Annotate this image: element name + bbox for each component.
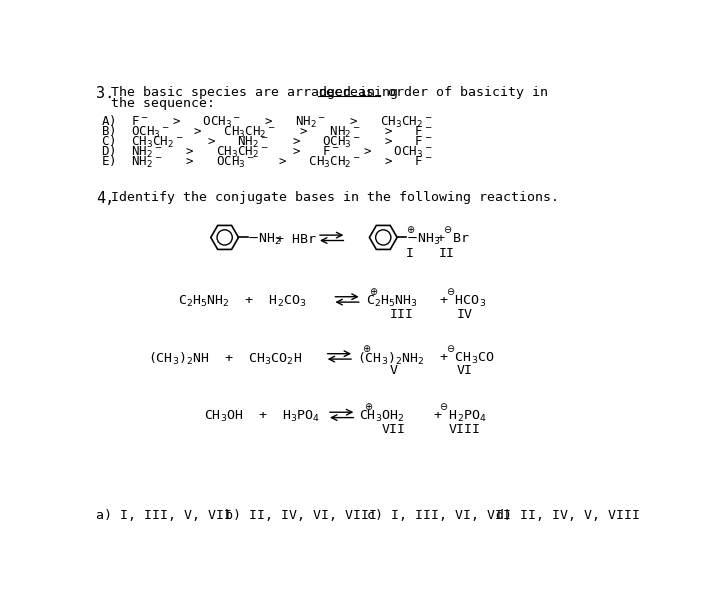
Text: b) II, IV, VI, VIII: b) II, IV, VI, VIII — [225, 509, 376, 522]
Text: The basic species are arranged in: The basic species are arranged in — [111, 86, 384, 99]
Text: II: II — [439, 247, 455, 261]
Text: I: I — [406, 247, 415, 261]
Text: (CH$_3$)$_2$NH  +  CH$_3$CO$_2$H: (CH$_3$)$_2$NH + CH$_3$CO$_2$H — [147, 350, 302, 367]
Text: $\oplus$: $\oplus$ — [369, 286, 379, 297]
Text: 4,: 4, — [96, 191, 114, 206]
Text: Identify the conjugate bases in the following reactions.: Identify the conjugate bases in the foll… — [111, 191, 560, 204]
Text: C$_2$H$_5$NH$_2$  +  H$_2$CO$_3$: C$_2$H$_5$NH$_2$ + H$_2$CO$_3$ — [178, 294, 307, 308]
Text: + HBr: + HBr — [276, 233, 317, 246]
Text: + H$_2$PO$_4$: + H$_2$PO$_4$ — [433, 409, 486, 424]
Text: A)  F$^-$   >   OCH$_3$$^-$   >   NH$_2$$^-$   >   CH$_3$CH$_2$$^-$: A) F$^-$ > OCH$_3$$^-$ > NH$_2$$^-$ > CH… — [102, 114, 433, 131]
Text: VII: VII — [382, 423, 406, 436]
Text: decreasing: decreasing — [318, 86, 398, 99]
Text: order of basicity in: order of basicity in — [380, 86, 548, 99]
Text: C)  CH$_3$CH$_2$$^-$   >   NH$_2$$^-$   >   OCH$_3$$^-$   >   F$^-$: C) CH$_3$CH$_2$$^-$ > NH$_2$$^-$ > OCH$_… — [102, 134, 433, 150]
Text: E)  NH$_2$$^-$   >   OCH$_3$$^-$   >   CH$_3$CH$_2$$^-$   >   F$^-$: E) NH$_2$$^-$ > OCH$_3$$^-$ > CH$_3$CH$_… — [102, 155, 433, 170]
Text: d) II, IV, V, VIII: d) II, IV, V, VIII — [496, 509, 639, 522]
Text: IV: IV — [457, 307, 473, 320]
Text: CH$_3$OH$_2$: CH$_3$OH$_2$ — [360, 409, 405, 424]
Text: B)  OCH$_3$$^-$   >   CH$_3$CH$_2$$^-$   >   NH$_2$$^-$   >   F$^-$: B) OCH$_3$$^-$ > CH$_3$CH$_2$$^-$ > NH$_… — [102, 124, 433, 140]
Text: + CH$_3$CO: + CH$_3$CO — [439, 350, 494, 366]
Text: $-$NH$_2$: $-$NH$_2$ — [247, 232, 281, 247]
Text: VIII: VIII — [449, 423, 481, 436]
Text: $-$NH$_3$: $-$NH$_3$ — [405, 232, 440, 247]
Text: $\ominus$: $\ominus$ — [443, 225, 452, 235]
Text: D)  NH$_2$$^-$   >   CH$_3$CH$_2$$^-$   >   F$^-$   >   OCH$_3$$^-$: D) NH$_2$$^-$ > CH$_3$CH$_2$$^-$ > F$^-$… — [102, 144, 433, 161]
Text: III: III — [390, 307, 414, 320]
Text: the sequence:: the sequence: — [111, 97, 216, 110]
Text: 3.: 3. — [96, 86, 114, 101]
Text: $\oplus$: $\oplus$ — [405, 225, 415, 235]
Text: $\ominus$: $\ominus$ — [446, 286, 455, 297]
Text: $\ominus$: $\ominus$ — [446, 343, 455, 354]
Text: $\oplus$: $\oplus$ — [364, 401, 373, 413]
Text: a) I, III, V, VII: a) I, III, V, VII — [96, 509, 232, 522]
Text: $\oplus$: $\oplus$ — [362, 343, 371, 354]
Text: c) I, III, VI, VII: c) I, III, VI, VII — [367, 509, 511, 522]
Text: V: V — [390, 364, 398, 377]
Text: C$_2$H$_5$NH$_3$: C$_2$H$_5$NH$_3$ — [366, 294, 417, 308]
Text: (CH$_3$)$_2$NH$_2$: (CH$_3$)$_2$NH$_2$ — [357, 350, 424, 367]
Text: + HCO$_3$: + HCO$_3$ — [439, 294, 486, 308]
Text: VI: VI — [457, 364, 473, 377]
Text: CH$_3$OH  +  H$_3$PO$_4$: CH$_3$OH + H$_3$PO$_4$ — [204, 409, 320, 424]
Text: $\ominus$: $\ominus$ — [439, 401, 448, 413]
Text: + Br: + Br — [437, 232, 469, 245]
